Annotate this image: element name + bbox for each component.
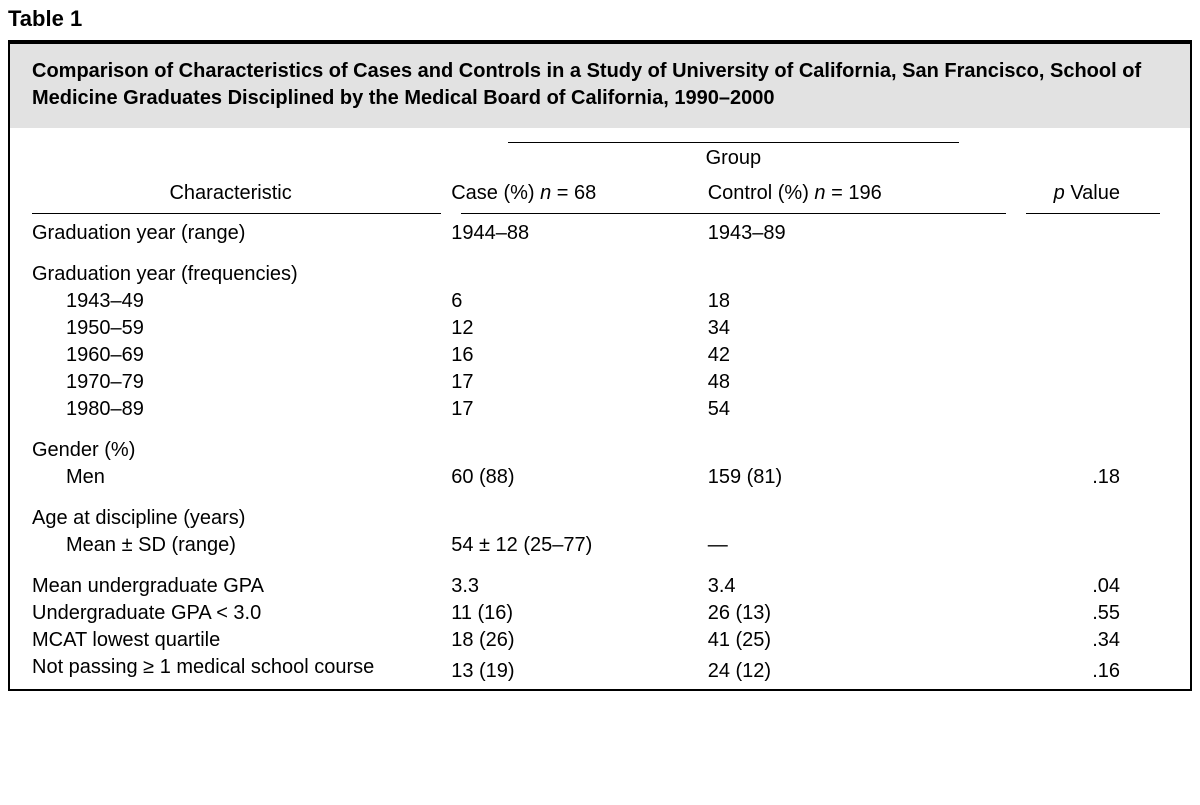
cell-label: Men — [10, 464, 451, 491]
cell-label: 1950–59 — [10, 315, 451, 342]
cell-case: 18 (26) — [451, 627, 708, 654]
table-row: 1970–79 17 48 — [10, 369, 1190, 396]
col-control-n: n — [814, 182, 825, 204]
col-case-eq: = 68 — [551, 182, 596, 204]
group-rule — [508, 142, 959, 143]
table-row: Graduation year (frequencies) — [10, 247, 1190, 288]
cell-control: 18 — [708, 288, 1016, 315]
col-p-word: Value — [1065, 182, 1120, 204]
cell-p — [1016, 288, 1190, 315]
cell-control: 26 (13) — [708, 600, 1016, 627]
table-row: Not passing ≥ 1 medical school course 13… — [10, 654, 1190, 689]
column-header-row: Characteristic Case (%) n = 68 Control (… — [10, 176, 1190, 213]
page: Table 1 Comparison of Characteristics of… — [0, 0, 1200, 805]
cell-control: 48 — [708, 369, 1016, 396]
table-row: 1960–69 16 42 — [10, 342, 1190, 369]
cell-label: Age at discipline (years) — [10, 491, 451, 532]
cell-p — [1016, 396, 1190, 423]
cell-case: 17 — [451, 396, 708, 423]
table-row: Men 60 (88) 159 (81) .18 — [10, 464, 1190, 491]
cell-case: 11 (16) — [451, 600, 708, 627]
cell-control: 24 (12) — [708, 654, 1016, 689]
cell-p — [1016, 342, 1190, 369]
cell-control: 54 — [708, 396, 1016, 423]
col-p-char: p — [1054, 182, 1065, 204]
col-control-prefix: Control (%) — [708, 182, 815, 204]
table-row: Graduation year (range) 1944–88 1943–89 — [10, 214, 1190, 247]
cell-control: 41 (25) — [708, 627, 1016, 654]
col-characteristic: Characteristic — [10, 176, 451, 213]
cell-label: Graduation year (range) — [10, 214, 451, 247]
table-row: Age at discipline (years) — [10, 491, 1190, 532]
table-row: MCAT lowest quartile 18 (26) 41 (25) .34 — [10, 627, 1190, 654]
cell-p — [1016, 532, 1190, 559]
cell-p: .16 — [1016, 654, 1190, 689]
cell-control: — — [708, 532, 1016, 559]
col-case-prefix: Case (%) — [451, 182, 540, 204]
cell-p: .55 — [1016, 600, 1190, 627]
cell-control: 3.4 — [708, 559, 1016, 600]
table-box: Comparison of Characteristics of Cases a… — [8, 42, 1192, 691]
cell-label: 1960–69 — [10, 342, 451, 369]
cell-label: Mean ± SD (range) — [10, 532, 451, 559]
cell-case: 16 — [451, 342, 708, 369]
cell-control: 159 (81) — [708, 464, 1016, 491]
cell-case: 54 ± 12 (25–77) — [451, 532, 708, 559]
cell-label: Mean undergraduate GPA — [10, 559, 451, 600]
table-row: Mean ± SD (range) 54 ± 12 (25–77) — — [10, 532, 1190, 559]
table-title: Comparison of Characteristics of Cases a… — [10, 44, 1190, 128]
table-row: Mean undergraduate GPA 3.3 3.4 .04 — [10, 559, 1190, 600]
table-row: 1943–49 6 18 — [10, 288, 1190, 315]
cell-case: 13 (19) — [451, 654, 708, 689]
cell-p: .04 — [1016, 559, 1190, 600]
table-row: 1950–59 12 34 — [10, 315, 1190, 342]
table-row: 1980–89 17 54 — [10, 396, 1190, 423]
col-pvalue: p Value — [1016, 176, 1190, 213]
cell-label: 1943–49 — [10, 288, 451, 315]
cell-label: MCAT lowest quartile — [10, 627, 451, 654]
cell-control: 34 — [708, 315, 1016, 342]
col-control: Control (%) n = 196 — [708, 176, 1016, 213]
group-label: Group — [706, 147, 762, 169]
table-row: Gender (%) — [10, 423, 1190, 464]
cell-control: 42 — [708, 342, 1016, 369]
cell-label: Graduation year (frequencies) — [10, 247, 451, 288]
cell-case: 17 — [451, 369, 708, 396]
cell-case: 1944–88 — [451, 214, 708, 247]
cell-p — [1016, 369, 1190, 396]
cell-case: 12 — [451, 315, 708, 342]
cell-p: .34 — [1016, 627, 1190, 654]
cell-control: 1943–89 — [708, 214, 1016, 247]
cell-label: Undergraduate GPA < 3.0 — [10, 600, 451, 627]
cell-label: Not passing ≥ 1 medical school course — [10, 654, 451, 689]
table-number: Table 1 — [8, 0, 1192, 42]
cell-case: 6 — [451, 288, 708, 315]
group-spanner-row: Group — [10, 128, 1190, 176]
cell-p — [1016, 315, 1190, 342]
col-case-n: n — [540, 182, 551, 204]
col-control-eq: = 196 — [826, 182, 882, 204]
table-row: Undergraduate GPA < 3.0 11 (16) 26 (13) … — [10, 600, 1190, 627]
cell-p: .18 — [1016, 464, 1190, 491]
cell-case: 3.3 — [451, 559, 708, 600]
col-case: Case (%) n = 68 — [451, 176, 708, 213]
cell-p — [1016, 214, 1190, 247]
cell-case: 60 (88) — [451, 464, 708, 491]
cell-label: 1970–79 — [10, 369, 451, 396]
cell-label: 1980–89 — [10, 396, 451, 423]
cell-label: Gender (%) — [10, 423, 451, 464]
data-table: Group Characteristic Case (%) n = 68 Con… — [10, 128, 1190, 689]
